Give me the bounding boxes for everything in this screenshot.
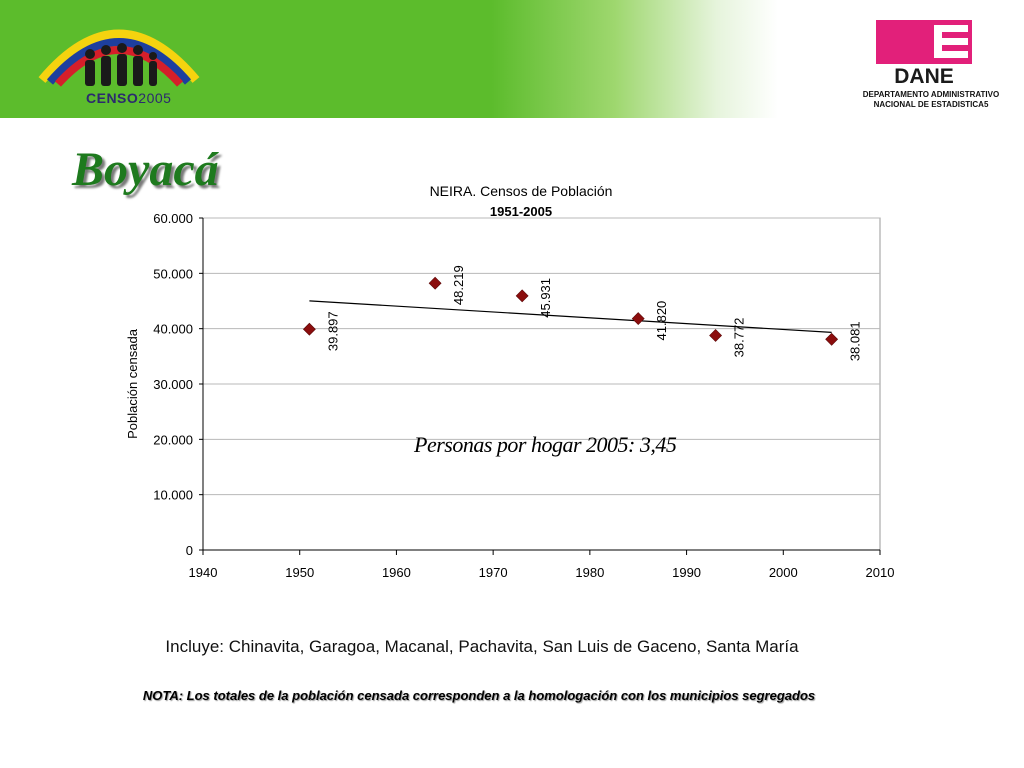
censo-logo [38, 29, 200, 87]
censo-logo-year: 2005 [138, 90, 172, 106]
censo-logo-text: CENSO2005 [86, 90, 171, 106]
y-tick-label: 50.000 [153, 266, 193, 281]
data-point [631, 312, 645, 326]
data-label: 38.772 [732, 318, 747, 358]
dane-logo-text: DANE [894, 65, 954, 88]
dane-logo: DANE [876, 20, 972, 88]
data-point [428, 276, 442, 290]
data-label: 48.219 [451, 265, 466, 305]
y-tick-label: 40.000 [153, 322, 193, 337]
population-chart: NEIRA. Censos de Población 1951-2005 Pob… [125, 183, 894, 580]
includes-note: Incluye: Chinavita, Garagoa, Macanal, Pa… [165, 637, 799, 656]
censo-logo-word: CENSO [86, 90, 139, 106]
x-tick-label: 1950 [285, 565, 314, 580]
data-label: 41.820 [654, 301, 669, 341]
y-tick-label: 10.000 [153, 488, 193, 503]
data-point [302, 322, 316, 336]
label-layer: 39.897 48.219 45.931 41.820 38.772 38.081 [325, 265, 862, 361]
data-label: 39.897 [325, 311, 340, 351]
dane-caption: DEPARTAMENTO ADMINISTRATIVO NACIONAL DE … [846, 90, 1016, 110]
x-tick-label: 1970 [479, 565, 508, 580]
y-tick-label: 60.000 [153, 211, 193, 226]
y-tick-label: 30.000 [153, 377, 193, 392]
dane-caption-line1: DEPARTAMENTO ADMINISTRATIVO [862, 90, 1000, 99]
data-label: 38.081 [848, 321, 863, 361]
data-label: 45.931 [538, 278, 553, 318]
x-tick-label: 2000 [769, 565, 798, 580]
x-tick-label: 1980 [575, 565, 604, 580]
chart-title: NEIRA. Censos de Población [430, 183, 613, 199]
data-point [825, 332, 839, 346]
trend-layer [309, 300, 832, 333]
trendline [309, 300, 832, 333]
x-tick-label: 1960 [382, 565, 411, 580]
point-layer [302, 276, 839, 346]
x-tick-label: 2010 [866, 565, 895, 580]
chart-subtitle: 1951-2005 [490, 204, 552, 219]
data-point [709, 329, 723, 342]
footnote: NOTA: Los totales de la población censad… [142, 688, 816, 703]
page-title: Boyacá [72, 143, 219, 196]
x-tick-label: 1990 [672, 565, 701, 580]
y-tick-label: 0 [186, 543, 193, 558]
grid-layer [202, 217, 881, 551]
axis-layer: 0 10.000 20.000 30.000 40.000 50.000 60.000 194… [153, 211, 894, 580]
persons-per-household-note: Personas por hogar 2005: 3,45 [414, 432, 677, 457]
dane-caption-line2: NACIONAL DE ESTADISTICA5 [873, 100, 989, 109]
x-tick-label: 1940 [189, 565, 218, 580]
y-tick-label: 20.000 [153, 432, 193, 447]
data-point [515, 289, 529, 303]
y-axis-label: Población censada [125, 328, 140, 439]
